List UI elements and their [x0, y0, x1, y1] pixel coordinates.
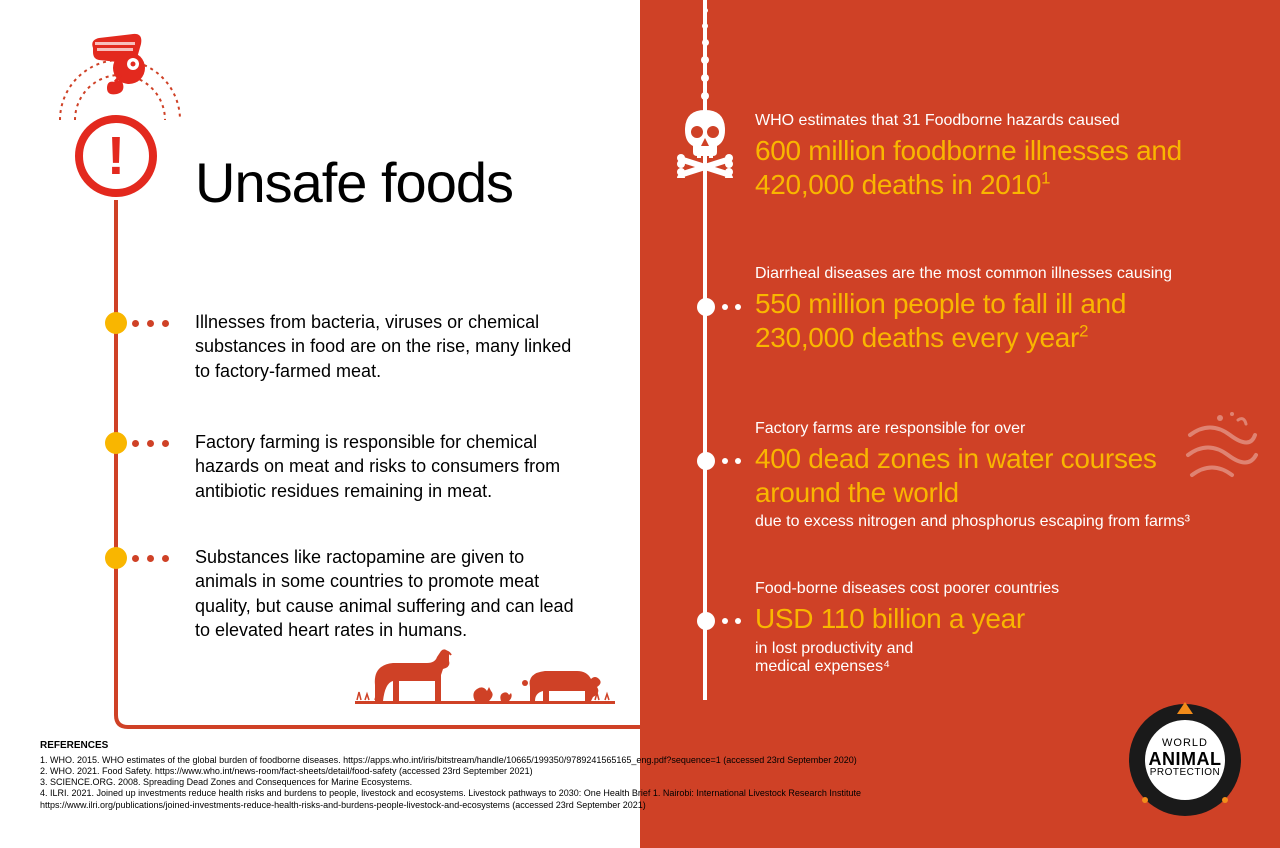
dotted-lead-in-icon	[701, 8, 709, 100]
world-animal-protection-logo: WORLD ANIMAL PROTECTION	[1125, 700, 1245, 820]
stat-trail-text: in lost productivity and medical expense…	[755, 640, 1225, 676]
stat-highlight-text: 600 million foodborne illnesses and 420,…	[755, 134, 1225, 201]
logo-text-2: ANIMAL	[1125, 750, 1245, 769]
stat-trail-text: due to excess nitrogen and phosphorus es…	[755, 513, 1225, 531]
reference-line: 2. WHO. 2021. Food Safety. https://www.w…	[40, 766, 1120, 777]
skull-crossbones-icon	[675, 108, 735, 178]
logo-text-1: WORLD	[1125, 738, 1245, 750]
meat-icon	[85, 30, 155, 100]
connector-dots-icon	[132, 440, 169, 447]
right-stat-block: Food-borne diseases cost poorer countrie…	[755, 580, 1225, 676]
connector-dots-icon	[722, 618, 741, 624]
stat-lead-text: Food-borne diseases cost poorer countrie…	[755, 580, 1225, 598]
left-fact-text: Substances like ractopamine are given to…	[195, 545, 585, 642]
references-block: REFERENCES 1. WHO. 2015. WHO estimates o…	[40, 740, 1120, 811]
connector-line	[114, 695, 708, 735]
right-stat-block: Factory farms are responsible for over 40…	[755, 420, 1225, 531]
connector-dots-icon	[132, 320, 169, 327]
timeline-node-dot	[697, 298, 715, 316]
stat-lead-text: Factory farms are responsible for over	[755, 420, 1225, 438]
timeline-node-dot	[697, 612, 715, 630]
right-stat-block: WHO estimates that 31 Foodborne hazards …	[755, 112, 1225, 201]
right-timeline-line	[703, 0, 707, 700]
stat-lead-text: Diarrheal diseases are the most common i…	[755, 265, 1225, 283]
stat-highlight-text: 400 dead zones in water courses around t…	[755, 442, 1225, 509]
reference-line: 4. ILRI. 2021. Joined up investments red…	[40, 788, 1120, 799]
stat-highlight-text: USD 110 billion a year	[755, 602, 1225, 636]
water-flow-icon	[1180, 410, 1260, 490]
bullet-dot	[105, 432, 127, 454]
connector-dots-icon	[722, 458, 741, 464]
right-stat-block: Diarrheal diseases are the most common i…	[755, 265, 1225, 354]
bullet-dot	[105, 547, 127, 569]
alert-icon: !	[75, 115, 157, 197]
stat-highlight-text: 550 million people to fall ill and 230,0…	[755, 287, 1225, 354]
page-title: Unsafe foods	[195, 150, 513, 215]
connector-dots-icon	[722, 304, 741, 310]
logo-text-3: PROTECTION	[1125, 768, 1245, 779]
reference-line: 3. SCIENCE.ORG. 2008. Spreading Dead Zon…	[40, 777, 1120, 788]
stat-lead-text: WHO estimates that 31 Foodborne hazards …	[755, 112, 1225, 130]
connector-dots-icon	[132, 555, 169, 562]
references-heading: REFERENCES	[40, 740, 1120, 753]
left-fact-text: Factory farming is responsible for chemi…	[195, 430, 585, 503]
bullet-dot	[105, 312, 127, 334]
timeline-node-dot	[697, 452, 715, 470]
reference-line: https://www.ilri.org/publications/joined…	[40, 800, 1120, 811]
left-fact-text: Illnesses from bacteria, viruses or chem…	[195, 310, 585, 383]
reference-line: 1. WHO. 2015. WHO estimates of the globa…	[40, 755, 1120, 766]
